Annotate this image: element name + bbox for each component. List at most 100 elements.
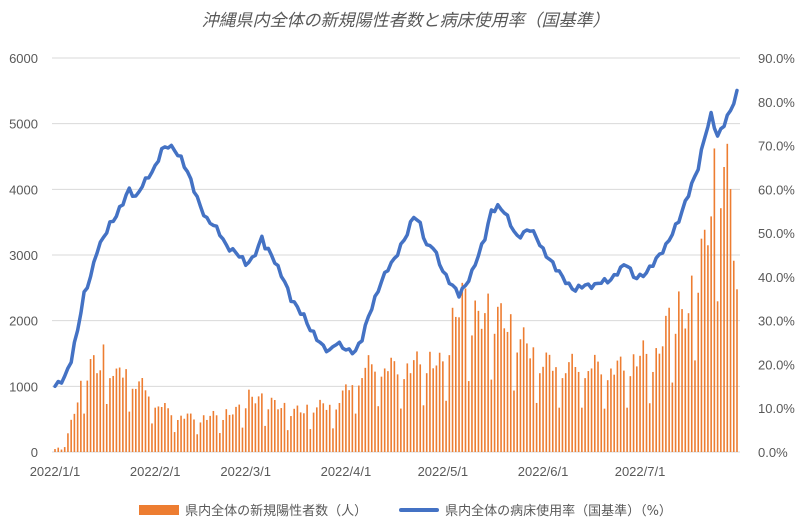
- legend-label-cases: 県内全体の新規陽性者数（人）: [185, 504, 368, 519]
- case-bar: [480, 328, 483, 452]
- case-bar: [700, 238, 703, 452]
- case-bar: [442, 361, 444, 452]
- case-bar: [154, 407, 156, 452]
- case-bar: [422, 405, 425, 452]
- legend-item-cases: 県内全体の新規陽性者数（人）: [139, 500, 367, 519]
- case-bar: [264, 425, 266, 452]
- case-bar: [445, 400, 447, 452]
- case-bar: [648, 403, 651, 452]
- case-bar: [561, 378, 564, 452]
- case-bar: [736, 289, 738, 452]
- case-bar: [645, 353, 648, 452]
- case-bar: [694, 360, 696, 452]
- x-tick-label: 2022/3/1: [220, 464, 271, 479]
- left-tick-label: 5000: [9, 117, 38, 132]
- x-tick-label: 2022/5/1: [418, 464, 469, 479]
- case-bar: [228, 414, 231, 452]
- case-bar: [684, 328, 687, 452]
- case-bar: [690, 275, 693, 452]
- x-axis-ticks: 2022/1/1 2022/2/1 2022/3/1 2022/4/1 2022/5/1…: [30, 464, 666, 479]
- case-bar: [70, 419, 72, 452]
- case-bar: [623, 370, 625, 452]
- case-bar: [316, 407, 318, 452]
- right-tick-label: 40.0%: [758, 270, 795, 285]
- case-bar: [206, 419, 208, 452]
- legend-item-bed-usage: 県内全体の病床使用率（国基準）（%）: [399, 500, 672, 519]
- case-bar: [290, 416, 292, 452]
- case-bar: [325, 409, 328, 452]
- case-bar: [574, 367, 577, 452]
- case-bar: [632, 354, 635, 452]
- legend-label-bed-usage: 県内全体の病床使用率（国基準）（%）: [445, 504, 672, 519]
- case-bar: [231, 414, 234, 452]
- case-bar: [312, 412, 315, 452]
- case-bar: [374, 371, 376, 452]
- bed-usage-line: [53, 88, 739, 389]
- case-bar: [280, 408, 283, 452]
- case-bar: [335, 409, 338, 452]
- case-bar: [535, 402, 538, 452]
- case-bar: [503, 328, 506, 452]
- case-bar: [668, 307, 670, 452]
- case-bar: [732, 260, 735, 452]
- case-bar: [99, 370, 102, 452]
- case-bar: [341, 390, 344, 452]
- left-tick-label: 0: [31, 445, 38, 460]
- case-bar: [57, 447, 60, 452]
- case-bar: [273, 400, 276, 452]
- case-bar: [241, 427, 244, 452]
- case-bar: [109, 378, 111, 452]
- case-bar: [244, 408, 247, 452]
- case-bar: [493, 333, 496, 452]
- case-bar: [251, 396, 253, 452]
- case-bar: [76, 402, 79, 452]
- case-bar: [406, 363, 409, 452]
- case-bar: [409, 373, 412, 452]
- case-bar: [571, 353, 573, 452]
- case-bar: [370, 364, 373, 452]
- left-tick-label: 4000: [9, 182, 38, 197]
- case-bar: [642, 340, 645, 452]
- case-bar: [584, 378, 586, 452]
- case-bar: [186, 413, 189, 452]
- case-bar: [183, 418, 186, 452]
- case-bar: [435, 365, 438, 452]
- case-bar: [587, 371, 590, 452]
- case-bar: [267, 409, 270, 452]
- case-bar: [600, 374, 603, 452]
- case-bar: [122, 377, 124, 452]
- case-bar: [118, 367, 121, 452]
- case-bar: [128, 411, 131, 452]
- case-bar: [286, 430, 289, 452]
- case-bar: [568, 362, 570, 452]
- right-tick-label: 90.0%: [758, 51, 795, 66]
- right-tick-label: 70.0%: [758, 139, 795, 154]
- case-bar: [471, 335, 473, 452]
- case-bar: [222, 419, 224, 452]
- case-bar: [665, 315, 667, 452]
- case-bar: [115, 368, 118, 452]
- case-bar: [545, 352, 548, 452]
- case-bar: [403, 379, 405, 452]
- case-bar: [361, 378, 363, 452]
- case-bar: [80, 380, 82, 452]
- case-bar: [500, 303, 502, 452]
- right-tick-label: 50.0%: [758, 226, 795, 241]
- legend: 県内全体の新規陽性者数（人） 県内全体の病床使用率（国基準）（%）: [0, 500, 811, 519]
- case-bar: [400, 408, 402, 452]
- case-bar: [509, 314, 512, 452]
- case-bar: [225, 409, 228, 452]
- x-tick-label: 2022/7/1: [615, 464, 666, 479]
- case-bar: [412, 360, 415, 452]
- right-tick-label: 20.0%: [758, 357, 795, 372]
- case-bar: [716, 301, 719, 452]
- case-bar: [60, 449, 63, 452]
- case-bar: [67, 433, 69, 452]
- case-bar: [277, 409, 279, 452]
- case-bar: [710, 216, 712, 452]
- case-bar: [212, 410, 215, 452]
- case-bar: [655, 348, 657, 452]
- case-bar: [105, 403, 108, 452]
- case-bar: [112, 375, 114, 452]
- case-bar: [497, 306, 499, 452]
